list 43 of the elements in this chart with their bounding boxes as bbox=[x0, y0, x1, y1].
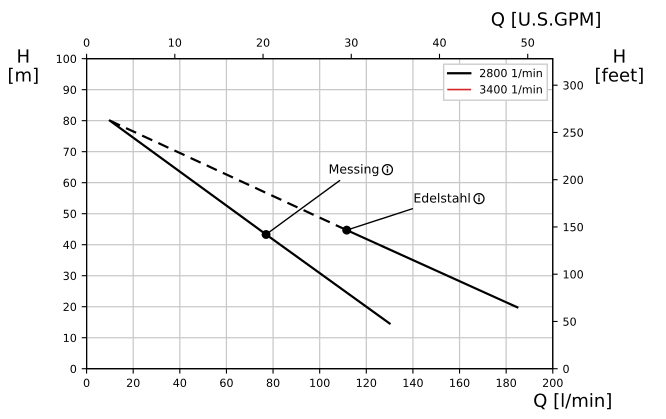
x2-axis-title: Q [U.S.GPM] bbox=[492, 12, 600, 28]
x-tick-label: 120 bbox=[356, 378, 376, 388]
x-tick-label: 100 bbox=[310, 378, 330, 388]
x-tick-label: 20 bbox=[126, 378, 140, 388]
y-tick-label: 40 bbox=[63, 240, 76, 250]
x-tick-label: 200 bbox=[542, 378, 563, 388]
x-tick-label: 140 bbox=[404, 378, 423, 388]
y2-tick-label: 0 bbox=[563, 364, 569, 374]
y-tick-label: 0 bbox=[70, 364, 76, 374]
y-tick-label: 80 bbox=[63, 116, 76, 126]
y-axis-title: H [m] bbox=[9, 49, 38, 84]
x-tick-label: 0 bbox=[84, 378, 90, 388]
x-tick-label: 80 bbox=[266, 378, 280, 388]
y-tick-label: 10 bbox=[64, 334, 76, 342]
x2-tick-label: 0 bbox=[84, 38, 90, 47]
x2-tick-label: 30 bbox=[345, 38, 358, 47]
annotation: Edelstahl bbox=[414, 193, 470, 203]
y-tick-label: 50 bbox=[64, 210, 76, 218]
y2-tick-label: 150 bbox=[564, 222, 583, 232]
y-tick-label: 30 bbox=[64, 272, 76, 280]
y-tick-label: 70 bbox=[64, 148, 76, 156]
annotation: Messing bbox=[330, 164, 378, 176]
y2-axis-title: H [feet] bbox=[596, 49, 643, 84]
x-tick-label: 60 bbox=[220, 378, 233, 388]
y-tick-label: 90 bbox=[63, 86, 76, 94]
y2-tick-label: 200 bbox=[563, 176, 583, 184]
x2-tick-label: 20 bbox=[256, 38, 270, 47]
x2-tick-label: 40 bbox=[432, 38, 446, 47]
y2-tick-label: 250 bbox=[563, 128, 583, 137]
legend-label: 2800 1/min bbox=[480, 68, 542, 78]
y2-tick-label: 100 bbox=[564, 270, 583, 279]
x-tick-label: 180 bbox=[496, 378, 516, 388]
x2-tick-label: 50 bbox=[522, 38, 534, 47]
y-tick-label: 60 bbox=[63, 178, 76, 188]
x2-tick-label: 10 bbox=[168, 38, 182, 47]
x-tick-label: 40 bbox=[173, 378, 186, 388]
legend-label: 3400 1/min bbox=[480, 84, 542, 94]
y-tick-label: 100 bbox=[56, 54, 76, 64]
y2-tick-label: 50 bbox=[563, 317, 576, 326]
y-tick-label: 20 bbox=[64, 302, 76, 312]
x-axis-title: Q [l/min] bbox=[534, 393, 611, 410]
y2-tick-label: 300 bbox=[563, 81, 583, 90]
x-tick-label: 160 bbox=[450, 378, 470, 388]
